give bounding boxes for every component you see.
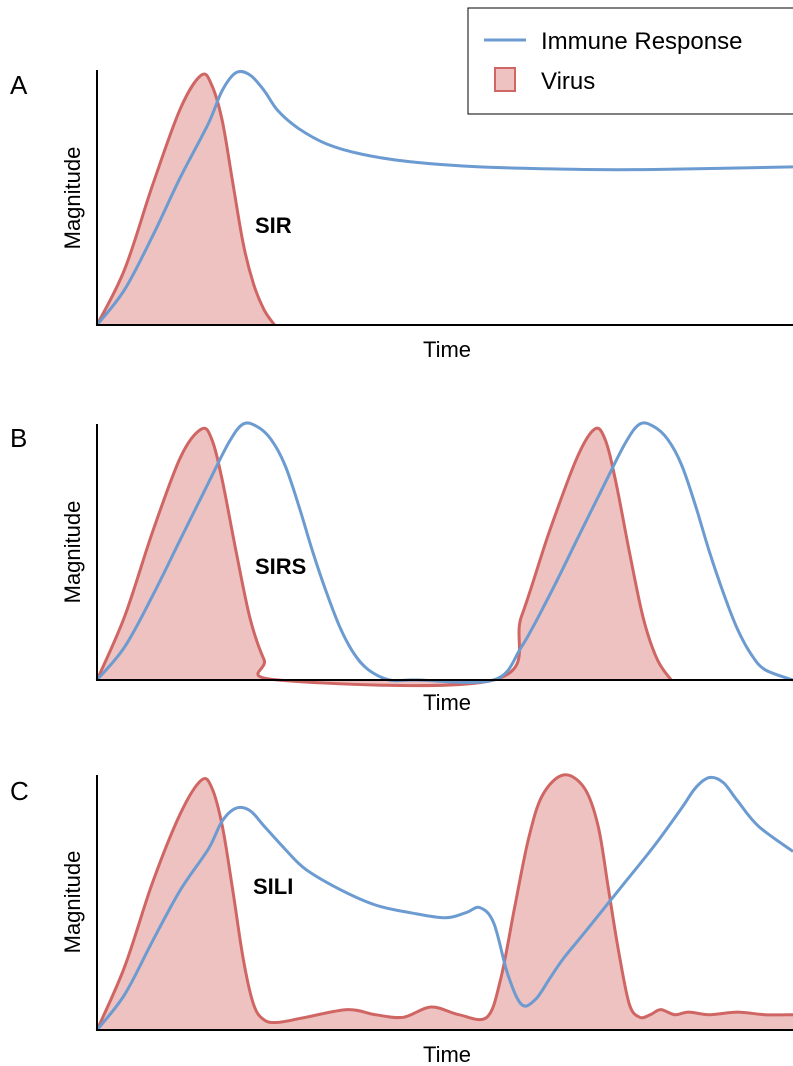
- panel-b-x-axis-label: Time: [423, 690, 471, 715]
- panel-c-x-axis-label: Time: [423, 1042, 471, 1066]
- panel-c-virus-line: [95, 773, 793, 1031]
- panel-b-virus-area: [97, 428, 672, 686]
- panel-b-annotation: SIRS: [255, 554, 306, 579]
- panel-c-annotation: SILI: [253, 874, 293, 899]
- panel-b-y-axis-label: Magnitude: [60, 501, 85, 604]
- panel-c-y-axis-label: Magnitude: [60, 851, 85, 954]
- legend-virus-label: Virus: [541, 68, 595, 95]
- panel-a-virus-line: [95, 72, 276, 326]
- panel-c: C Magnitude Time SILI: [10, 773, 793, 1066]
- panel-a-virus-area: [97, 73, 275, 325]
- panel-letter-b: B: [10, 423, 27, 453]
- legend-virus-swatch: [494, 67, 516, 92]
- panel-b-virus-line: [95, 426, 673, 688]
- panel-a-annotation: SIR: [255, 213, 292, 238]
- panel-a-plot: [95, 69, 793, 326]
- legend: Immune Response Virus: [467, 7, 793, 115]
- legend-immune-label: Immune Response: [541, 28, 742, 55]
- legend-frame: [467, 7, 793, 115]
- panel-a-y-axis-label: Magnitude: [60, 147, 85, 250]
- panel-c-immune-response-line: [95, 775, 793, 1031]
- panel-a-x-axis-label: Time: [423, 337, 471, 362]
- panel-letter-c: C: [10, 776, 29, 806]
- panel-letter-a: A: [10, 70, 28, 100]
- panel-c-plot: [95, 773, 793, 1031]
- panel-b-plot: [95, 421, 793, 688]
- panel-c-virus-area: [97, 774, 793, 1030]
- panel-b: B Magnitude Time SIRS: [10, 421, 793, 715]
- panel-a-immune-response-line: [95, 69, 793, 326]
- panel-a: A Magnitude Time SIR: [10, 69, 793, 362]
